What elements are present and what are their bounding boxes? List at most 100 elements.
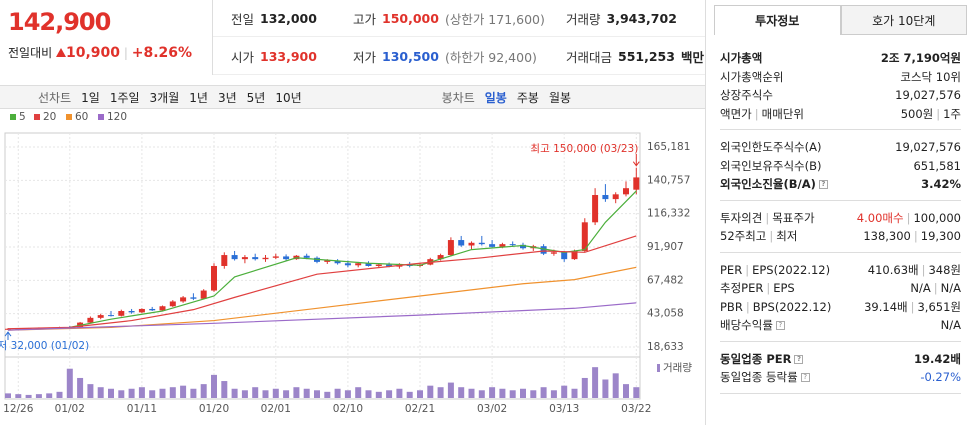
candle-body — [437, 255, 444, 260]
line-chart-label[interactable]: 선차트 — [38, 90, 72, 105]
legend-swatch — [66, 114, 72, 120]
candle-body — [221, 255, 228, 266]
volume-bar — [128, 388, 135, 398]
period-button[interactable]: 1년 — [189, 90, 208, 105]
low-annotation: 최저 32,000 (01/02) — [0, 340, 89, 352]
info-panel: 투자정보 호가 10단계 시가총액 2조 7,190억원 시가총액순위 코스닥 10위 상… — [705, 0, 974, 425]
period-button[interactable]: 3년 — [217, 90, 237, 105]
divider: | — [936, 106, 941, 121]
volume-bar — [159, 388, 166, 398]
info-group: 동일업종 PER? 19.42배 동일업종 등락률? -0.27% — [720, 347, 961, 394]
toolbar: 선차트 1일 1주일 3개월 1년 3년 5년 10년 봉차트 일봉 주봉 월봉 — [0, 85, 705, 109]
row-label: 동일업종 PER? — [720, 351, 804, 367]
help-icon: ? — [818, 180, 828, 190]
quote-cell: 시가 133,900 — [213, 38, 335, 75]
quote-value: 551,253 — [618, 48, 675, 64]
moving-average-line — [7, 235, 637, 330]
value-text: 2조 7,190억원 — [880, 51, 961, 66]
volume-bar — [355, 387, 362, 398]
label-text: BPS(2022.12) — [752, 299, 832, 314]
volume-bar — [25, 394, 32, 398]
volume-bar — [458, 387, 465, 398]
legend-swatch — [34, 114, 40, 120]
label-text: 외국인소진율(B/A) — [720, 177, 816, 192]
period-button[interactable]: 1주일 — [109, 90, 140, 105]
divider: | — [765, 210, 770, 225]
tab[interactable]: 투자정보 — [714, 5, 841, 35]
info-group: 외국인한도주식수(A) 19,027,576 외국인보유주식수(B) 651,581 외… — [720, 135, 961, 201]
help-icon: ? — [775, 321, 785, 331]
candle-body — [520, 244, 526, 249]
value-text: N/A — [940, 318, 961, 333]
volume-bar — [138, 387, 145, 398]
label-text: PBR — [720, 299, 743, 314]
candle-body — [561, 252, 568, 260]
label-text: 52주최고 — [720, 229, 767, 244]
volume-bar — [334, 388, 341, 398]
low-arrow — [4, 331, 12, 340]
period-button[interactable]: 5년 — [246, 90, 266, 105]
x-tick-label: 01/02 — [55, 403, 85, 415]
legend-swatch — [10, 114, 16, 120]
label-text: 동일업종 PER — [720, 351, 792, 366]
info-row: 외국인보유주식수(B) 651,581 — [720, 157, 961, 176]
label-text: PER — [720, 262, 743, 277]
period-button[interactable]: 1일 — [81, 90, 100, 105]
legend-swatch — [98, 114, 104, 120]
quote-cell: 거래대금 551,253 백만 — [548, 38, 705, 75]
chart: 165,181 140,757 116,332 91,907 67,482 43,058 1… — [0, 111, 692, 415]
volume-bar — [241, 390, 248, 398]
candle-body — [211, 265, 217, 291]
info-row: 액면가 | 매매단위 500원 | 1주 — [720, 105, 961, 124]
value-text: 19,027,576 — [895, 88, 961, 103]
volume-bar — [303, 388, 310, 398]
divider: | — [910, 299, 915, 314]
row-label: 배당수익률? — [720, 317, 785, 333]
info-groups: 시가총액 2조 7,190억원 시가총액순위 코스닥 10위 상장주식수 19,027,5… — [720, 46, 961, 399]
x-tick-label: 03/22 — [621, 403, 651, 415]
volume-bar — [386, 390, 393, 398]
period-button[interactable]: 10년 — [275, 90, 302, 105]
label-text: 투자의견 — [720, 210, 763, 225]
y-tick-label: 43,058 — [647, 308, 684, 320]
moving-average-line — [7, 302, 637, 331]
row-value: 500원 | 1주 — [901, 106, 961, 122]
row-value: 410.63배 | 348원 — [868, 262, 961, 278]
volume-bar — [252, 387, 259, 398]
candle-body — [458, 240, 465, 246]
tab[interactable]: 호가 10단계 — [840, 5, 967, 35]
info-row: 시가총액 2조 7,190억원 — [720, 49, 961, 68]
volume-label: 거래량 — [663, 362, 692, 374]
candle-body — [571, 250, 578, 260]
label-text: 외국인보유주식수(B) — [720, 158, 822, 173]
candle-body — [180, 297, 187, 302]
volume-bar — [46, 393, 53, 398]
y-tick-label: 91,907 — [647, 241, 684, 253]
quote-cell: 저가 130,500 (하한가 92,400) — [335, 38, 548, 75]
candle-chart-label[interactable]: 봉차트 — [441, 90, 475, 105]
volume-bar — [200, 384, 207, 398]
label-text: 액면가 — [720, 106, 752, 121]
volume-bar — [530, 390, 537, 398]
quote-note: (하한가 92,400) — [444, 49, 537, 65]
row-label: PER | EPS(2022.12) — [720, 263, 830, 277]
volume-bar — [427, 385, 434, 398]
candle-body — [334, 260, 341, 264]
candle-body — [550, 252, 557, 254]
label-text: 추정PER — [720, 281, 764, 296]
quote-note: (상한가 171,600) — [444, 11, 545, 27]
candle-body — [118, 311, 125, 316]
candle-body — [303, 255, 310, 258]
candle-body — [108, 315, 114, 317]
candle-period-button[interactable]: 월봉 — [548, 90, 572, 105]
volume-bar — [592, 367, 599, 398]
label-text: 동일업종 등락률 — [720, 370, 798, 385]
value-text: 4.00매수 — [856, 210, 904, 225]
value-text: 19,027,576 — [895, 140, 961, 155]
candle-body — [324, 260, 331, 262]
period-button[interactable]: 3개월 — [149, 90, 180, 105]
x-tick-label: 03/13 — [549, 403, 579, 415]
quote-value: 133,900 — [260, 48, 317, 64]
candle-period-button[interactable]: 일봉 — [484, 90, 507, 105]
candle-period-button[interactable]: 주봉 — [516, 90, 539, 105]
